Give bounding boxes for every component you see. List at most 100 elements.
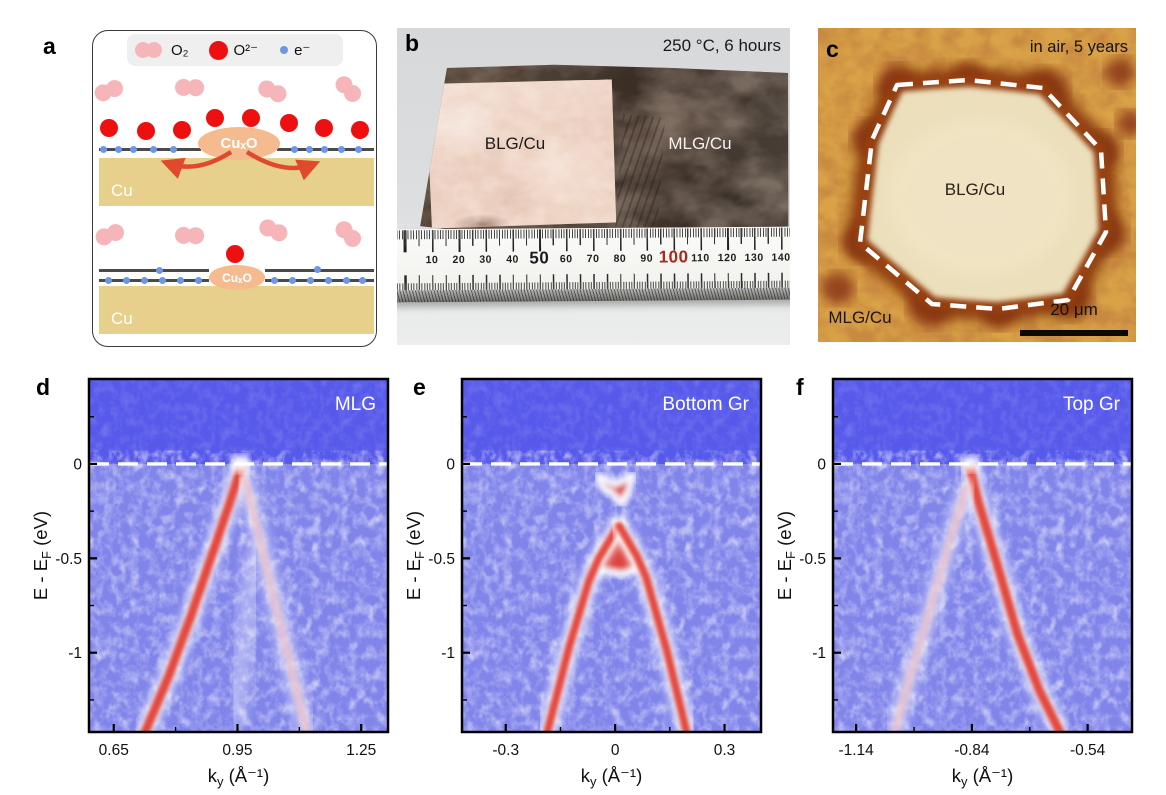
scalebar — [1020, 330, 1128, 336]
svg-text:0: 0 — [446, 456, 455, 473]
oxygen-ion-icon — [226, 245, 244, 263]
electron-icon — [169, 145, 177, 153]
oxygen-ion-icon — [100, 119, 118, 137]
electron-icon — [270, 276, 278, 284]
svg-text:0.95: 0.95 — [222, 742, 252, 759]
cuxo-oxide-blob-small: CuₓO — [209, 265, 265, 290]
oxygen-ion-icon — [137, 122, 155, 140]
svg-text:E - EF (eV): E - EF (eV) — [774, 511, 798, 600]
arpes-panel-top-gr: -1.14 -0.84 -0.54 0 -0.5 -1 ky (Å⁻¹) E - EF (eV… — [774, 377, 1134, 789]
scalebar-label: 20 μm — [1050, 300, 1098, 319]
micrograph-canvas — [818, 28, 1136, 342]
ruler-number: 10 — [425, 254, 439, 267]
legend-electron-label: e⁻ — [294, 42, 311, 59]
svg-text:0.3: 0.3 — [714, 742, 736, 759]
svg-text:ky (Å⁻¹): ky (Å⁻¹) — [581, 765, 642, 789]
svg-text:1.25: 1.25 — [346, 742, 376, 759]
ruler-number: 80 — [613, 252, 627, 265]
mlg-cu-label: MLG/Cu — [828, 308, 892, 327]
ruler-number: 110 — [691, 252, 710, 265]
svg-text:E - EF (eV): E - EF (eV) — [30, 511, 54, 600]
panel-b-foil-photo: b 250 °C, 6 hours BLG/Cu MLG/Cu 10 20 30 40… — [397, 28, 790, 345]
electron-icon — [155, 266, 163, 274]
svg-text:MLG: MLG — [335, 394, 376, 415]
electron-icon — [290, 145, 298, 153]
legend-o2-label: O₂ — [171, 41, 189, 59]
electron-icon — [320, 145, 328, 153]
electron-icon — [99, 145, 107, 153]
electron-icon — [337, 145, 345, 153]
foil-wrinkles — [614, 114, 666, 236]
electron-icon — [129, 145, 137, 153]
anneal-condition-label: 250 °C, 6 hours — [662, 36, 781, 55]
ruler-upper-ticks — [397, 227, 790, 253]
oxygen-ion-icon — [173, 121, 191, 139]
ruler-number: 130 — [744, 251, 764, 264]
electron-icon — [354, 145, 362, 153]
oxygen-ion-icon — [315, 119, 333, 137]
cu-label: Cu — [111, 309, 133, 328]
aging-condition-label: in air, 5 years — [1029, 38, 1128, 56]
ruler-number: 50 — [529, 248, 550, 268]
copper-texture — [422, 79, 617, 228]
blg-cu-label: BLG/Cu — [944, 180, 1006, 199]
cuxo-oxide-blob-large: CuₓO — [198, 127, 280, 160]
electron-icon — [104, 276, 112, 284]
ruler-beveled-edge — [397, 287, 790, 303]
ruler-number: 20 — [452, 253, 466, 266]
cu-substrate-bottom: Cu — [99, 286, 374, 334]
svg-text:-0.5: -0.5 — [799, 551, 826, 568]
o2-molecule-icon — [173, 223, 206, 247]
ruler-number: 140 — [771, 251, 790, 264]
steel-ruler: 10 20 30 40 50 60 70 80 90 100 110 120 130 140 — [397, 226, 790, 303]
electron-icon — [342, 276, 350, 284]
cu-substrate-top: Cu — [99, 158, 374, 206]
mlg-cu-label: MLG/Cu — [668, 134, 732, 153]
electron-icon — [114, 145, 122, 153]
graphene-line — [99, 269, 209, 272]
o2-molecule-icon — [135, 40, 165, 60]
electron-icon — [149, 145, 157, 153]
panel-letter-f: f — [796, 374, 804, 400]
svg-text:0: 0 — [611, 742, 620, 759]
svg-text:-0.5: -0.5 — [55, 551, 82, 568]
arrow-left-icon — [160, 150, 233, 179]
oxygen-ion-icon — [280, 114, 298, 132]
o2-molecule-icon — [173, 75, 206, 99]
arrow-right-icon — [245, 150, 321, 181]
svg-text:-0.84: -0.84 — [954, 742, 990, 759]
electron-icon — [305, 145, 313, 153]
svg-text:E - EF (eV): E - EF (eV) — [403, 511, 427, 600]
electron-icon — [313, 265, 321, 273]
svg-text:0: 0 — [817, 456, 826, 473]
svg-text:ky (Å⁻¹): ky (Å⁻¹) — [208, 765, 269, 789]
oxygen-ion-icon — [351, 121, 369, 139]
legend-o2minus-label: O²⁻ — [233, 42, 259, 59]
electron-icon — [176, 276, 184, 284]
electron-icon — [358, 276, 366, 284]
svg-text:Bottom Gr: Bottom Gr — [662, 394, 749, 415]
panel-letter-d: d — [36, 374, 51, 400]
electron-icon — [324, 276, 332, 284]
electron-icon — [140, 276, 148, 284]
svg-text:-1.14: -1.14 — [838, 742, 874, 759]
electron-icon — [158, 276, 166, 284]
svg-text:0: 0 — [73, 456, 82, 473]
svg-text:-1: -1 — [441, 645, 455, 662]
svg-text:-1: -1 — [812, 645, 826, 662]
ruler-number: 40 — [506, 253, 519, 266]
svg-text:-1: -1 — [68, 645, 82, 662]
schematic-canvas: Cu Cu CuₓO CuₓO O₂ O²⁻ e⁻ — [93, 31, 376, 346]
arpes-panel-mlg: 0.65 0.95 1.25 0 -0.5 -1 ky (Å⁻¹) E - EF (eV) ML… — [30, 377, 390, 789]
svg-text:Top Gr: Top Gr — [1063, 394, 1121, 415]
svg-text:ky (Å⁻¹): ky (Å⁻¹) — [952, 765, 1013, 789]
electron-icon — [288, 276, 296, 284]
ruler-number: 100 — [658, 247, 689, 267]
cu-label: Cu — [111, 181, 133, 200]
svg-text:0.65: 0.65 — [99, 742, 129, 759]
electron-icon — [194, 276, 202, 284]
oxygen-ion-icon — [206, 109, 224, 127]
svg-text:-0.54: -0.54 — [1070, 742, 1106, 759]
svg-text:-0.5: -0.5 — [428, 551, 455, 568]
